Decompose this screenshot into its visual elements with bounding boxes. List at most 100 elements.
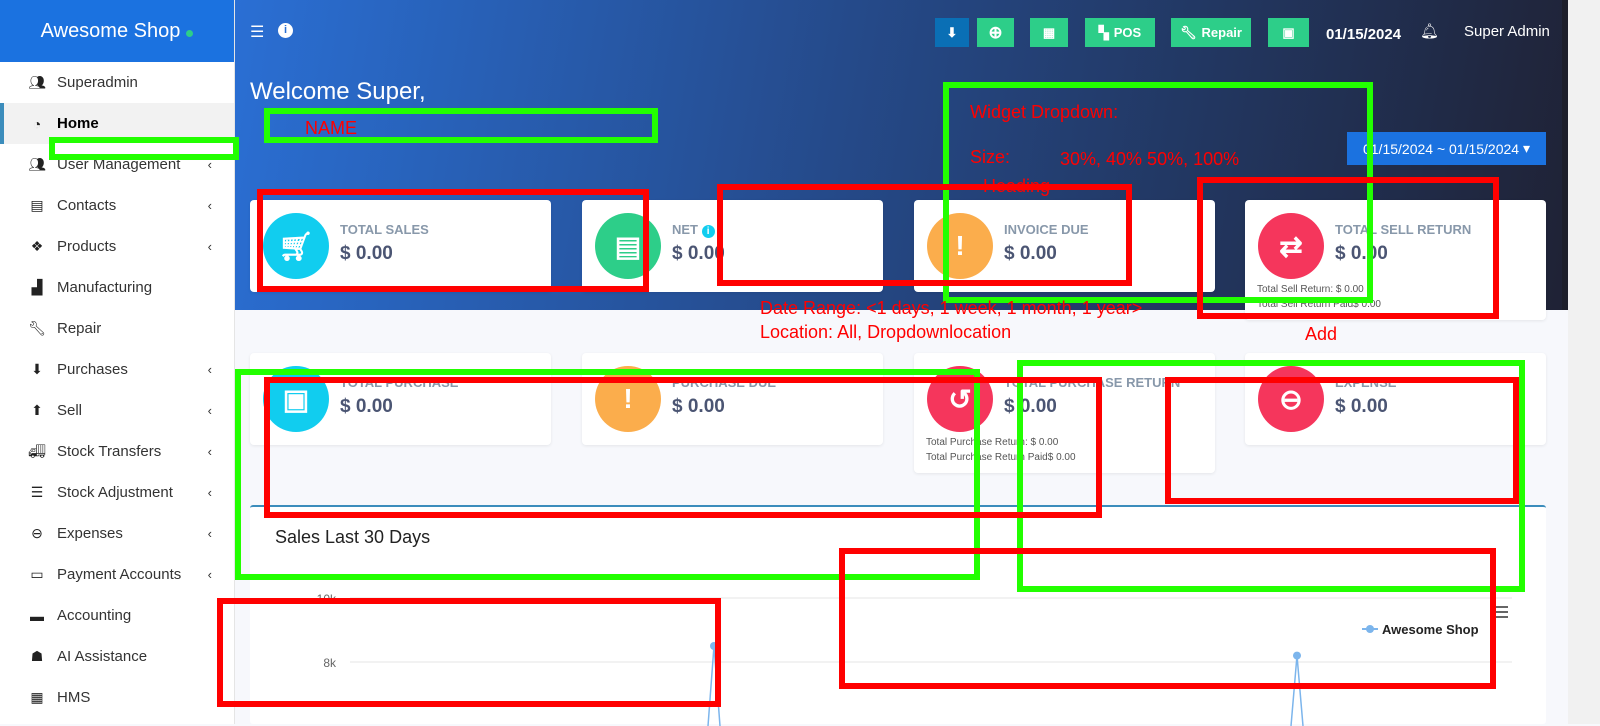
- users-cog-icon: 👥︎: [28, 74, 46, 90]
- sidebar-item-home[interactable]: ◔ Home: [0, 103, 234, 144]
- sidebar-item-stock-transfers[interactable]: 🚚︎ Stock Transfers ‹: [0, 431, 234, 472]
- info-icon[interactable]: i: [278, 23, 293, 38]
- stat-card-total-sales: 🛒︎ TOTAL SALES $ 0.00: [250, 200, 551, 292]
- sidebar-item-products[interactable]: ❖ Products ‹: [0, 226, 234, 267]
- industry-icon: ▟: [31, 279, 43, 295]
- hotel-icon: ▦: [30, 689, 44, 705]
- stat-label: TOTAL PURCHASE RETURN: [1004, 375, 1181, 390]
- wrench-icon: 🔧︎: [1180, 24, 1197, 40]
- dashboard-icon: ◔: [32, 115, 42, 132]
- pos-label: POS: [1113, 25, 1142, 40]
- add-button[interactable]: ⊕: [977, 18, 1014, 47]
- series-line-segment: [1290, 655, 1304, 726]
- sidebar-item-manufacturing[interactable]: ▟ Manufacturing: [0, 267, 234, 308]
- sidebar-item-accounting[interactable]: ▬ Accounting: [0, 595, 234, 636]
- users-icon: 👥︎: [28, 156, 46, 172]
- ytick-10k: 10k: [317, 592, 337, 606]
- series-line-segment: [707, 645, 721, 726]
- logo[interactable]: Awesome Shop: [0, 0, 234, 62]
- info-icon[interactable]: i: [701, 225, 715, 238]
- sidebar-item-label: Expenses: [57, 525, 123, 542]
- sidebar-item-label: Contacts: [57, 197, 117, 214]
- pos-button[interactable]: ▚ POS: [1085, 18, 1155, 47]
- sidebar-item-payment-accounts[interactable]: ▭ Payment Accounts ‹: [0, 554, 234, 595]
- stat-card-total-sell-return: ⇄ TOTAL SELL RETURN $ 0.00 Total Sell Ret…: [1245, 200, 1546, 320]
- download-button[interactable]: ⬇: [935, 18, 969, 47]
- arrow-circle-up-icon: ⬆: [31, 402, 43, 418]
- money-bill-icon: ▣: [263, 366, 329, 432]
- sidebar-item-purchases[interactable]: ⬇ Purchases ‹: [0, 349, 234, 390]
- sales-chart-panel: Sales Last 30 Days 10k 8k Awesome Shop: [250, 505, 1546, 726]
- sidebar-item-label: Payment Accounts: [57, 566, 182, 583]
- sidebar-item-label: Manufacturing: [57, 279, 153, 296]
- sidebar-item-label: Repair: [57, 320, 102, 337]
- chevron-left-icon: ‹: [207, 444, 212, 459]
- stat-card-expense: ⊖ EXPENSE $ 0.00: [1245, 353, 1546, 445]
- hamburger-menu-icon[interactable]: ☰: [250, 24, 265, 41]
- stat-card-total-purchase-return: ↺ TOTAL PURCHASE RETURN $ 0.00 Total Purc…: [914, 353, 1215, 473]
- sidebar-item-hms[interactable]: ▦ HMS: [0, 677, 234, 718]
- data-point: [710, 642, 718, 650]
- chevron-left-icon: ‹: [207, 239, 212, 254]
- minus-circle-icon: ⊖: [31, 525, 43, 541]
- sidebar-item-contacts[interactable]: ▤ Contacts ‹: [0, 185, 234, 226]
- stat-label: PURCHASE DUE: [672, 375, 777, 390]
- bell-icon[interactable]: 🔔︎: [1420, 23, 1440, 40]
- stat-label: EXPENSE: [1335, 375, 1397, 390]
- stat-value: $ 0.00: [340, 243, 393, 264]
- sidebar-item-label: HMS: [57, 689, 91, 706]
- ytick-8k: 8k: [323, 656, 337, 670]
- chevron-left-icon: ‹: [207, 362, 212, 377]
- sidebar-item-label: Stock Transfers: [57, 443, 162, 460]
- sidebar-item-sell[interactable]: ⬆ Sell ‹: [0, 390, 234, 431]
- stat-card-total-purchase: ▣ TOTAL PURCHASE $ 0.00: [250, 353, 551, 445]
- stat-label: INVOICE DUE: [1004, 222, 1089, 237]
- stat-card-invoice-due: ! INVOICE DUE $ 0.00: [914, 200, 1215, 292]
- repair-button[interactable]: 🔧︎ Repair: [1171, 18, 1251, 47]
- scrollbar[interactable]: [1568, 0, 1600, 724]
- user-menu[interactable]: Super Admin: [1464, 23, 1550, 40]
- cubes-icon: ❖: [30, 238, 44, 254]
- sidebar-item-label: Accounting: [57, 607, 132, 624]
- cash-button[interactable]: ▣: [1268, 18, 1309, 47]
- date-range-value: 01/15/2024 ~ 01/15/2024: [1362, 140, 1520, 157]
- download-icon: ⬇: [946, 24, 958, 40]
- exclamation-icon: !: [595, 366, 661, 432]
- stat-value: $ 0.00: [1004, 396, 1057, 417]
- online-dot: [186, 29, 194, 37]
- sidebar-item-superadmin[interactable]: 👥︎ Superadmin: [0, 62, 234, 103]
- undo-icon: ↺: [927, 366, 993, 432]
- stat-value: $ 0.00: [1335, 396, 1388, 417]
- stat-label: TOTAL SALES: [340, 222, 429, 237]
- chart-menu-icon[interactable]: [1496, 606, 1508, 618]
- sidebar-item-label: Products: [57, 238, 117, 255]
- sidebar-item-stock-adjustment[interactable]: ☰ Stock Adjustment ‹: [0, 472, 234, 513]
- chart-legend: Awesome Shop: [1362, 622, 1479, 637]
- stat-card-net: ▤ NET i $ 0.00: [582, 200, 883, 292]
- scrollbar-thumb[interactable]: [1562, 0, 1568, 310]
- legend-label: Awesome Shop: [1382, 622, 1479, 637]
- database-icon: ☰: [30, 484, 44, 500]
- app-title: Awesome Shop: [40, 19, 181, 42]
- stat-subtext: Total Sell Return Paid$ 0.00: [1257, 299, 1381, 310]
- chevron-left-icon: ‹: [207, 198, 212, 213]
- robot-icon: ☗: [30, 648, 44, 664]
- sidebar-item-ai-assistance[interactable]: ☗ AI Assistance: [0, 636, 234, 677]
- sidebar-item-repair[interactable]: 🔧︎ Repair: [0, 308, 234, 349]
- sidebar-item-label: Home: [57, 115, 99, 132]
- sidebar-item-user-management[interactable]: 👥︎ User Management ‹: [0, 144, 234, 185]
- sidebar-item-expenses[interactable]: ⊖ Expenses ‹: [0, 513, 234, 554]
- money-bill-icon: ▣: [1282, 24, 1295, 40]
- welcome-heading: Welcome Super,: [250, 78, 426, 105]
- plus-circle-icon: ⊕: [988, 22, 1003, 42]
- sidebar-item-label: Superadmin: [57, 74, 138, 91]
- stat-card-purchase-due: ! PURCHASE DUE $ 0.00: [582, 353, 883, 445]
- chart-title: Sales Last 30 Days: [275, 527, 431, 547]
- annotation-text: Location: All, Dropdownlocation: [760, 322, 1012, 342]
- credit-card-icon: ▬: [30, 607, 44, 624]
- date-range-picker[interactable]: 01/15/2024 ~ 01/15/2024 ▾: [1347, 132, 1546, 165]
- calculator-button[interactable]: ▦: [1030, 18, 1068, 47]
- chevron-left-icon: ‹: [207, 567, 212, 582]
- arrow-circle-down-icon: ⬇: [31, 361, 43, 377]
- sidebar-item-label: AI Assistance: [57, 648, 148, 665]
